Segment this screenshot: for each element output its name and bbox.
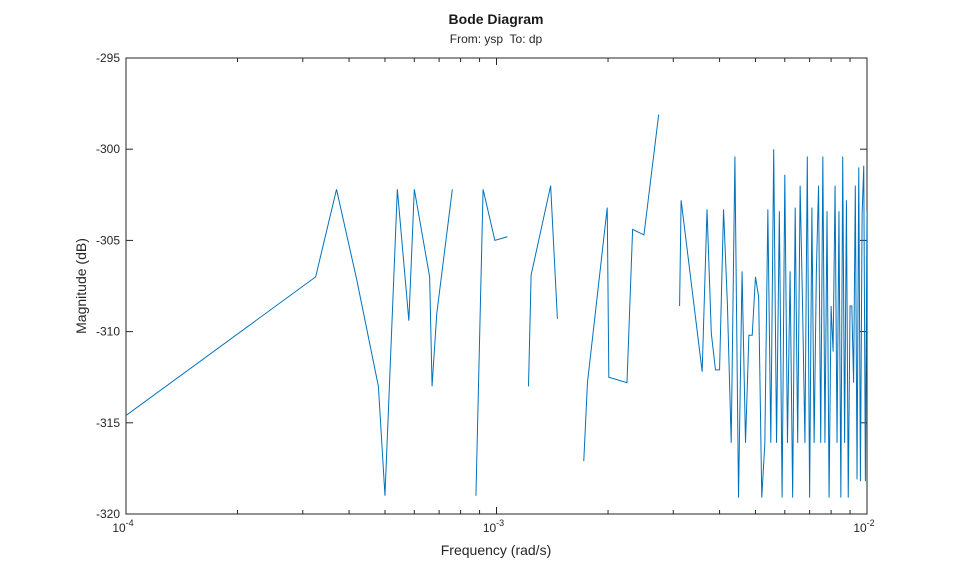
- y-tick-label: -300: [96, 142, 120, 156]
- y-tick-label: -310: [96, 325, 120, 339]
- y-axis-label: Magnitude (dB): [73, 238, 89, 334]
- y-tick-labels: -295 -300 -305 -310 -315 -320: [96, 51, 120, 521]
- y-tick-label: -305: [96, 233, 120, 247]
- chart-title: Bode Diagram: [449, 11, 544, 27]
- x-axis-label: Frequency (rad/s): [441, 542, 551, 558]
- magnitude-line-segment: [679, 149, 867, 498]
- axes-box: [125, 57, 868, 515]
- magnitude-line-segment: [126, 189, 453, 496]
- x-tick-label: 10-3: [483, 518, 504, 535]
- y-tick-label: -295: [96, 51, 120, 65]
- x-tick-labels: 10-4 10-3 10-2: [112, 518, 874, 535]
- magnitude-line-segment: [583, 114, 660, 462]
- x-tick-label: 10-4: [112, 518, 133, 535]
- y-tick-label: -320: [96, 507, 120, 521]
- magnitude-line-segment: [475, 189, 508, 496]
- y-tick-label: -315: [96, 416, 120, 430]
- chart-subtitle: From: ysp To: dp: [450, 32, 543, 46]
- plot-area: [125, 57, 868, 515]
- x-tick-label: 10-2: [853, 518, 874, 535]
- magnitude-series: [126, 114, 867, 498]
- axis-ticks: [125, 57, 868, 515]
- magnitude-line-segment: [528, 185, 558, 387]
